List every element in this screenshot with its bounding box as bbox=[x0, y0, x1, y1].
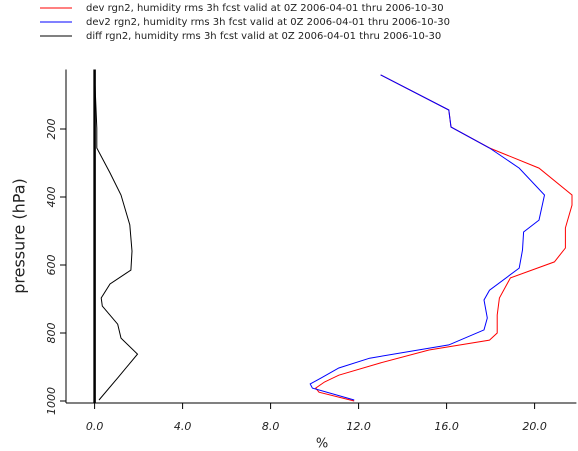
x-tick-label: 4.0 bbox=[174, 420, 192, 433]
x-tick-label: 12.0 bbox=[346, 420, 371, 433]
x-tick-label: 16.0 bbox=[434, 420, 459, 433]
legend-label: diff rgn2, humidity rms 3h fcst valid at… bbox=[86, 31, 441, 42]
series-line bbox=[94, 74, 139, 401]
y-tick-label: 600 bbox=[45, 255, 58, 276]
x-tick-label: 8.0 bbox=[262, 420, 280, 433]
x-axis-label: % bbox=[316, 437, 328, 451]
legend-label: dev2 rgn2, humidity rms 3h fcst valid at… bbox=[86, 17, 450, 28]
legend-label: dev rgn2, humidity rms 3h fcst valid at … bbox=[86, 3, 444, 14]
series-line bbox=[309, 74, 546, 401]
y-tick-label: 1000 bbox=[45, 387, 58, 415]
x-tick-label: 0.0 bbox=[86, 420, 104, 433]
y-tick-label: 200 bbox=[45, 119, 58, 140]
series-line bbox=[314, 74, 573, 402]
y-axis-label: pressure (hPa) bbox=[10, 178, 29, 294]
y-tick-label: 400 bbox=[45, 187, 58, 208]
x-tick-label: 20.0 bbox=[522, 420, 547, 433]
y-tick-label: 800 bbox=[45, 323, 58, 344]
